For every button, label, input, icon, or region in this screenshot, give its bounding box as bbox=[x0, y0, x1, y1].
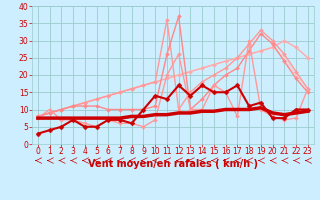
X-axis label: Vent moyen/en rafales ( km/h ): Vent moyen/en rafales ( km/h ) bbox=[88, 159, 258, 169]
